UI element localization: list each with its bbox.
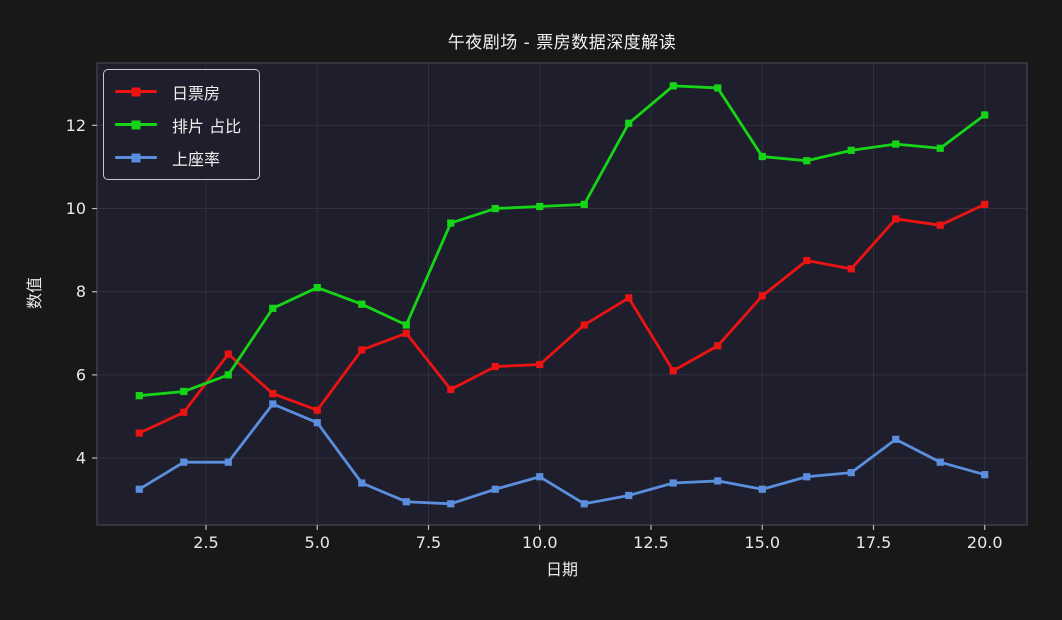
series-2-marker [758, 485, 766, 493]
series-2-marker [669, 479, 677, 487]
series-1-marker [669, 82, 677, 90]
series-line-0 [138, 203, 986, 435]
legend-label-screening-share: 排片 占比 [172, 116, 242, 136]
legend-label-daily-boxoffice: 日票房 [172, 83, 221, 103]
legend-marker-attendance-rate [115, 153, 157, 162]
series-0-marker [447, 385, 455, 394]
series-2-marker [313, 419, 321, 427]
series-0-marker [714, 342, 722, 350]
series-2-marker [135, 485, 143, 493]
series-line-2 [138, 402, 986, 506]
legend-label-attendance-rate: 上座率 [172, 149, 221, 169]
series-1-marker [758, 152, 766, 161]
y-axis-label: 数值 [25, 276, 44, 310]
series-1-marker [625, 119, 633, 127]
x-tick-label: 7.5 [416, 533, 441, 552]
series-1-marker [803, 157, 811, 165]
series-1-marker [224, 371, 232, 379]
series-0-marker [803, 256, 811, 265]
x-tick-label: 2.5 [193, 533, 218, 552]
x-tick-label: 17.5 [856, 533, 892, 552]
series-2-marker [981, 471, 989, 479]
series-0-marker [536, 360, 544, 369]
series-2-marker [892, 435, 900, 443]
series-2-marker [714, 477, 722, 485]
series-0-marker [758, 292, 766, 300]
chart-title: 午夜剧场 - 票房数据深度解读 [447, 33, 677, 53]
series-0-marker [491, 362, 499, 371]
y-tick-label: 4 [76, 449, 86, 468]
series-2-marker [224, 458, 232, 466]
series-0-marker [402, 329, 410, 337]
series-0-marker [135, 429, 143, 437]
series-2-marker [936, 458, 944, 466]
series-1-marker [981, 111, 989, 119]
series-0-marker [180, 408, 188, 416]
legend-item-daily-boxoffice: 日票房 [115, 75, 241, 108]
series-0-marker [847, 265, 855, 273]
x-tick-label: 10.0 [522, 533, 558, 552]
series-2-marker [847, 469, 855, 477]
series-2-marker [491, 485, 499, 493]
series-2-marker [269, 400, 277, 408]
series-0-marker [669, 367, 677, 375]
series-0-marker [936, 221, 944, 229]
y-tick-label: 6 [76, 365, 86, 384]
series-0-marker [981, 200, 989, 208]
series-1-marker [180, 387, 188, 396]
x-tick-label: 5.0 [305, 533, 330, 552]
legend: 日票房 排片 占比 上座率 [103, 69, 261, 180]
series-1-marker [536, 202, 544, 211]
series-2-marker [625, 491, 633, 500]
series-line-1 [139, 84, 986, 398]
series-1-marker [491, 204, 499, 213]
series-2-marker [402, 498, 410, 506]
series-1-marker [936, 144, 944, 152]
series-1-marker [714, 84, 722, 92]
series-0-marker [625, 294, 633, 302]
series-2-marker [803, 473, 811, 481]
series-0-marker [224, 350, 232, 358]
series-2-marker [447, 500, 455, 508]
x-tick-label: 12.5 [633, 533, 669, 552]
x-tick-label: 20.0 [967, 533, 1003, 552]
y-tick-label: 12 [66, 116, 86, 135]
series-0-marker [892, 215, 900, 223]
series-1-marker [892, 140, 900, 148]
series-1-marker [358, 300, 366, 308]
series-1-marker [580, 200, 588, 208]
legend-item-attendance-rate: 上座率 [115, 141, 241, 174]
series-0-marker [580, 321, 588, 329]
legend-marker-screening-share [115, 120, 157, 129]
x-tick-label: 15.0 [744, 533, 780, 552]
y-tick-label: 8 [76, 282, 86, 301]
series-0-marker [313, 406, 321, 414]
series-1-marker [402, 321, 410, 329]
series-1-marker [269, 304, 277, 312]
series-1-marker [847, 146, 855, 154]
series-1-marker [135, 392, 143, 400]
series-2-marker [536, 473, 544, 481]
y-tick-label: 10 [66, 199, 86, 218]
series-2-marker [358, 479, 366, 487]
series-0-marker [269, 389, 277, 398]
series-1-marker [447, 219, 455, 227]
series-0-marker [358, 346, 366, 354]
legend-item-screening-share: 排片 占比 [115, 108, 241, 141]
series-2-marker [180, 458, 188, 466]
x-axis-label: 日期 [545, 560, 578, 579]
plot-border [96, 62, 1028, 526]
series-2-marker [580, 500, 588, 508]
legend-marker-daily-boxoffice [115, 87, 157, 96]
series-1-marker [313, 283, 321, 292]
